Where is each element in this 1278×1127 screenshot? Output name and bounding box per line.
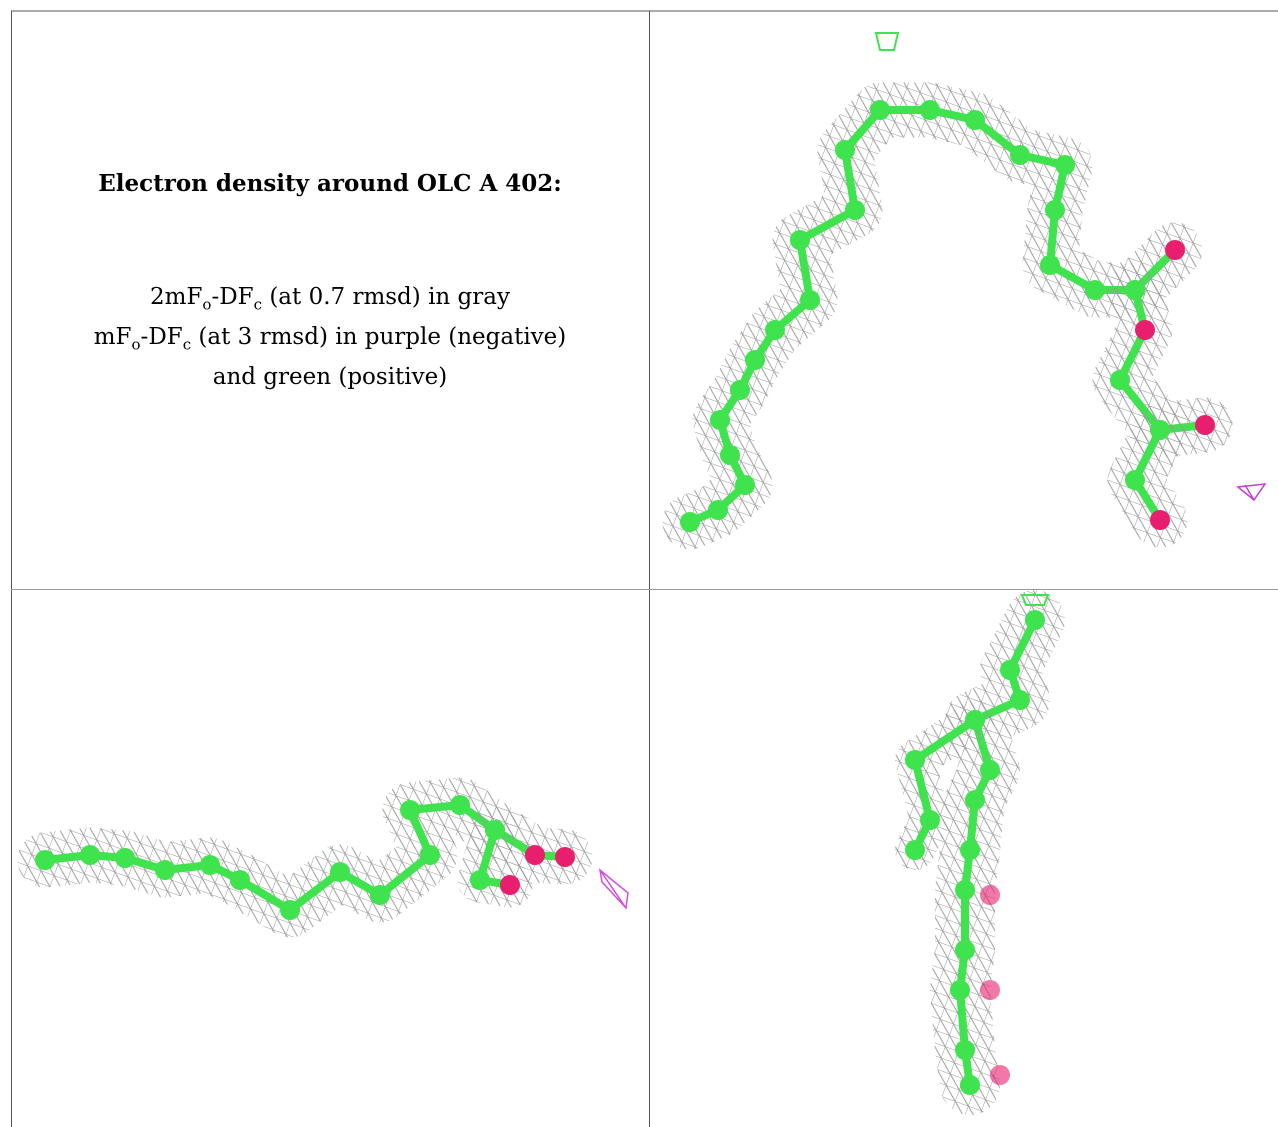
atom (1125, 280, 1145, 300)
atom (1150, 510, 1170, 530)
atom (965, 710, 985, 730)
grid-lines (11, 10, 1278, 1127)
atom (980, 885, 1000, 905)
atom (200, 855, 220, 875)
atom (1010, 145, 1030, 165)
bond (688, 106, 1178, 526)
caption-text: o (131, 335, 141, 354)
positive-density (1020, 594, 1050, 606)
atom (1040, 255, 1060, 275)
atom (1000, 660, 1020, 680)
atom (800, 290, 820, 310)
atom (500, 875, 520, 895)
atom (730, 380, 750, 400)
atom (1110, 370, 1130, 390)
caption-line: 2mFo-DFc (at 0.7 rmsd) in gray (12, 284, 648, 314)
atom (470, 870, 490, 890)
atom (965, 110, 985, 130)
caption: Electron density around OLC A 402: 2mFo-… (12, 12, 648, 588)
atom (845, 200, 865, 220)
caption-text: o (202, 295, 212, 314)
atom (450, 795, 470, 815)
atom (680, 512, 700, 532)
negative-density (598, 868, 629, 910)
atom (280, 900, 300, 920)
atom (485, 820, 505, 840)
density-mesh (662, 82, 1203, 550)
atom (330, 862, 350, 882)
negative-density (1236, 483, 1267, 502)
atom (1150, 420, 1170, 440)
atom (955, 880, 975, 900)
atom (735, 475, 755, 495)
atom (920, 100, 940, 120)
atom (155, 860, 175, 880)
atom (370, 885, 390, 905)
atom (955, 1040, 975, 1060)
atom (1045, 200, 1065, 220)
atom (765, 320, 785, 340)
caption-text: (at 3 rmsd) in purple (negative) (191, 324, 567, 350)
atom (35, 850, 55, 870)
caption-text: -DF (140, 324, 183, 350)
atom (1055, 155, 1075, 175)
atom (905, 750, 925, 770)
atom (960, 840, 980, 860)
atom (965, 790, 985, 810)
atom (230, 870, 250, 890)
caption-text: and green (positive) (212, 364, 448, 390)
caption-text: (at 0.7 rmsd) in gray (262, 284, 510, 310)
positive-density (874, 32, 900, 51)
atom (990, 1065, 1010, 1085)
caption-line: and green (positive) (12, 364, 648, 390)
atom (745, 350, 765, 370)
atom (980, 980, 1000, 1000)
atom (955, 940, 975, 960)
caption-text: mF (93, 324, 132, 350)
caption-line: mFo-DFc (at 3 rmsd) in purple (negative) (12, 324, 648, 354)
atom (920, 810, 940, 830)
bond (911, 716, 978, 852)
caption-text: c (253, 295, 263, 314)
atom (1165, 240, 1185, 260)
atom (905, 840, 925, 860)
caption-text: 2mF (150, 284, 203, 310)
atom (708, 500, 728, 520)
atom (1135, 320, 1155, 340)
molecule-views (17, 32, 1267, 1115)
atom (720, 445, 740, 465)
atom (525, 845, 545, 865)
atom (1125, 470, 1145, 490)
atom (555, 847, 575, 867)
atom (1195, 415, 1215, 435)
atom (870, 100, 890, 120)
atom (950, 980, 970, 1000)
atom (420, 845, 440, 865)
atom (980, 760, 1000, 780)
atom (835, 140, 855, 160)
atom (400, 800, 420, 820)
atom (790, 230, 810, 250)
caption-text: c (182, 335, 192, 354)
atom (80, 845, 100, 865)
atom (960, 1075, 980, 1095)
atom (1010, 690, 1030, 710)
atom (1085, 280, 1105, 300)
caption-text: -DF (211, 284, 254, 310)
caption-title: Electron density around OLC A 402: (98, 170, 562, 197)
atom (710, 410, 730, 430)
atom (1025, 610, 1045, 630)
atom (115, 848, 135, 868)
